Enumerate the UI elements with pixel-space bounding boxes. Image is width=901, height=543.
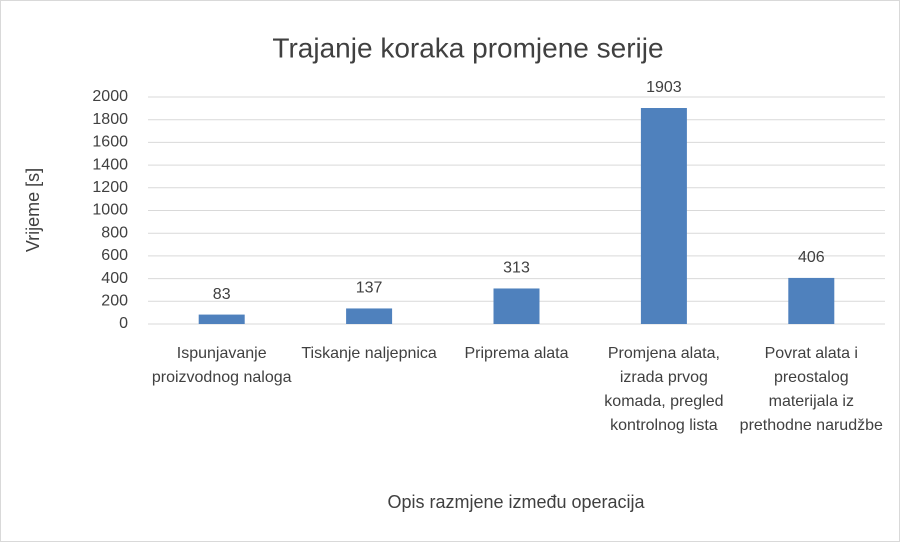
chart-title: Trajanje koraka promjene serije: [272, 32, 663, 63]
data-label: 313: [503, 260, 530, 277]
y-tick-label: 1200: [92, 179, 128, 196]
y-tick-label: 0: [119, 315, 128, 332]
data-label: 406: [798, 249, 825, 266]
y-tick-label: 400: [101, 270, 128, 287]
data-label: 83: [213, 286, 231, 303]
y-tick-label: 1000: [92, 202, 128, 219]
bar: [346, 308, 393, 324]
x-tick-label: Promjena alata, izrada prvog komada, pre…: [604, 345, 724, 434]
x-tick-label: Tiskanje naljepnica: [301, 345, 437, 362]
bar: [198, 314, 245, 324]
data-label: 1903: [646, 79, 682, 96]
y-tick-label: 1600: [92, 134, 128, 151]
y-tick-label: 1400: [92, 156, 128, 173]
data-label: 137: [356, 280, 383, 297]
x-tick-label: Priprema alata: [464, 345, 569, 362]
y-tick-label: 200: [101, 293, 128, 310]
y-tick-label: 800: [101, 224, 128, 241]
y-tick-label: 1800: [92, 111, 128, 128]
x-tick-label: Povrat alata i preostalog materijala iz …: [739, 345, 883, 434]
x-axis-label: Opis razmjene između operacija: [387, 492, 645, 512]
x-tick-label: Ispunjavanje proizvodnog naloga: [151, 345, 292, 386]
bar: [493, 288, 540, 324]
bar: [640, 108, 687, 325]
y-tick-label: 2000: [92, 88, 128, 105]
bar: [788, 277, 835, 324]
y-axis-label: Vrijeme [s]: [23, 168, 43, 252]
y-tick-label: 600: [101, 247, 128, 264]
